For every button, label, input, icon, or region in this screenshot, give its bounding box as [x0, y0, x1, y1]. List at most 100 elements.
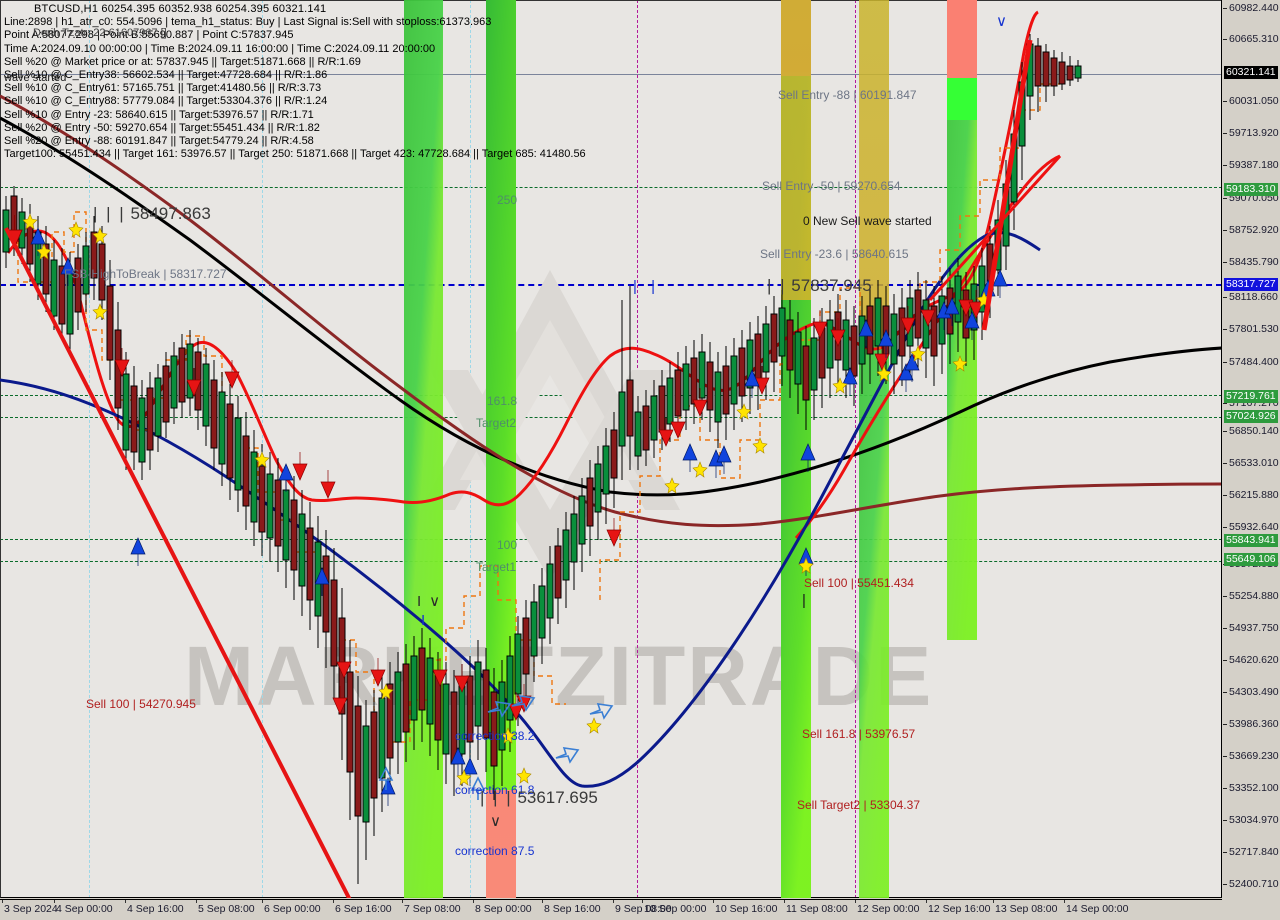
buy-arrow-icon: [744, 369, 760, 398]
buy-arrow-icon: [450, 747, 466, 776]
info-row-3: Sell %20 @ Market price or at: 57837.945…: [4, 55, 361, 68]
star-icon: [378, 683, 394, 700]
price-tag-text: 53617.695: [517, 788, 598, 807]
hollow-arrow-icon: [470, 776, 486, 800]
x-tick-label: 7 Sep 08:00: [404, 903, 461, 915]
correction-label-618: correction 61.8: [455, 783, 535, 797]
sell-arrow-icon: [332, 686, 348, 715]
ma-black-line: [0, 116, 1221, 497]
sell-arrow-icon: [754, 366, 770, 395]
star-icon: [832, 377, 848, 394]
x-tick-label: 8 Sep 00:00: [475, 903, 532, 915]
level-label-sell-100-right: Sell 100 | 55451.434: [804, 576, 914, 590]
x-tick-label: 4 Sep 16:00: [127, 903, 184, 915]
level-label-sell-entry-88: Sell Entry -88 | 60191.847: [778, 88, 917, 102]
price-tag-58497: | | | 58497.863: [93, 204, 211, 223]
x-tick-label: 10 Sep 00:00: [644, 903, 707, 915]
correction-label-382: correction 38.2: [455, 729, 535, 743]
level-label-fsb-high-to-break: FSB-HighToBreak | 58317.727: [64, 267, 227, 281]
info-row-1: Point A:58077.298 | Point B:55690.887 | …: [4, 29, 294, 42]
sell-arrow-icon: [454, 664, 470, 693]
star-icon: [736, 403, 752, 420]
price-badge-55649: 55649.106: [1224, 553, 1278, 566]
sell-arrow-icon: [812, 310, 828, 339]
hollow-arrow-icon: [378, 766, 394, 790]
x-tick-label: 3 Sep 2024: [4, 903, 58, 915]
y-tick-label: 60031.050: [1229, 95, 1279, 107]
star-icon: [952, 355, 968, 372]
star-icon: [500, 727, 516, 744]
trendline-AC: [4, 227, 352, 898]
buy-arrow-icon: [60, 257, 76, 286]
y-tick-label: 57801.530: [1229, 323, 1279, 335]
level-label-sell-100-left: Sell 100 | 54270.945: [86, 697, 196, 711]
buy-arrow-icon: [716, 445, 732, 474]
buy-arrow-icon: [992, 269, 1008, 298]
star-icon: [586, 717, 602, 734]
price-badge-58317: 58317.727: [1224, 278, 1278, 291]
star-icon: [254, 451, 270, 468]
fib-line-target1: [0, 561, 1221, 562]
wave-marker-IV: I∨: [417, 593, 449, 610]
zone-bands-layer: [404, 0, 977, 898]
x-tick-label: 12 Sep 00:00: [857, 903, 920, 915]
x-tick-label: 13 Sep 08:00: [995, 903, 1058, 915]
price-tag-text: 57837.945: [791, 276, 872, 295]
star-icon: [68, 221, 84, 238]
sell-arrow-icon: [320, 470, 336, 499]
star-icon: [798, 557, 814, 574]
hollow-arrow-icon: [555, 747, 580, 764]
hollow-arrow-icon: [487, 701, 512, 718]
fib-line-100: [0, 539, 1221, 540]
y-tick-label: 53352.100: [1229, 782, 1279, 794]
price-badge-57219: 57219.761: [1224, 390, 1278, 403]
x-tick-label: 12 Sep 16:00: [928, 903, 991, 915]
info-row-0: Line:2898 | h1_atr_c0: 554.5096 | tema_h…: [4, 16, 492, 29]
star-icon: [876, 365, 892, 382]
y-tick-label: 56215.880: [1229, 489, 1279, 501]
x-tick-label: 8 Sep 16:00: [544, 903, 601, 915]
x-tick-label: 6 Sep 00:00: [264, 903, 321, 915]
y-tick-label: 54303.490: [1229, 686, 1279, 698]
fib-label-target1: Target1: [476, 560, 517, 574]
price-badge-57024: 57024.926: [1224, 410, 1278, 423]
wave-marker-I: I: [421, 612, 426, 629]
star-icon: [456, 769, 472, 786]
wave-started-overlay: wave started: [4, 72, 67, 84]
y-tick-label: 54620.620: [1229, 654, 1279, 666]
info-row-5: Sell %10 @ C_Entry61: 57165.751 || Targe…: [4, 82, 322, 95]
buy-arrow-icon: [380, 777, 396, 806]
y-tick-label: 52400.710: [1229, 878, 1279, 890]
sell-arrow-icon: [186, 368, 202, 397]
x-tick-label: 10 Sep 16:00: [715, 903, 778, 915]
y-tick-label: 54937.750: [1229, 622, 1279, 634]
level-label-sell-1618: Sell 161.8 | 53976.57: [802, 727, 916, 741]
hollow-arrow-icon: [511, 695, 536, 712]
price-line-current: [0, 74, 1221, 75]
x-tick-label: 5 Sep 08:00: [198, 903, 255, 915]
star-icon: [22, 213, 38, 230]
sell-arrow-icon: [292, 452, 308, 481]
wave-marker-V-low: ∨: [490, 813, 501, 830]
y-tick-label: 52717.840: [1229, 846, 1279, 858]
star-icon: [692, 461, 708, 478]
sell-arrow-icon: [670, 410, 686, 439]
sell-arrow-icon: [830, 318, 846, 347]
star-icon: [516, 767, 532, 784]
time-axis[interactable]: 3 Sep 2024 4 Sep 00:00 4 Sep 16:00 5 Sep…: [0, 899, 1222, 920]
correction-label-875: correction 87.5: [455, 844, 535, 858]
star-icon: [92, 227, 108, 244]
price-axis[interactable]: 60982.440 60665.310 60031.050 59713.920 …: [1223, 0, 1280, 898]
y-tick-label: 56533.010: [1229, 457, 1279, 469]
x-tick-label: 9 Sep 08:00: [615, 903, 672, 915]
level-label-new-sell-wave: 0 New Sell wave started: [803, 214, 932, 228]
buy-arrow-icon: [964, 311, 980, 340]
marker-low-tick: |: [802, 592, 806, 609]
y-tick-label: 58118.660: [1229, 291, 1278, 303]
overlay-atr-label: Derih Tzatr: 22.61607967 []: [33, 27, 167, 39]
y-tick-label: 55932.640: [1229, 521, 1279, 533]
y-tick-label: 53669.230: [1229, 750, 1279, 762]
sell-arrow-icon: [900, 306, 916, 335]
chart-plot-area[interactable]: MARKETZITRADE: [0, 0, 1222, 898]
y-tick-label: 59713.920: [1229, 127, 1279, 139]
